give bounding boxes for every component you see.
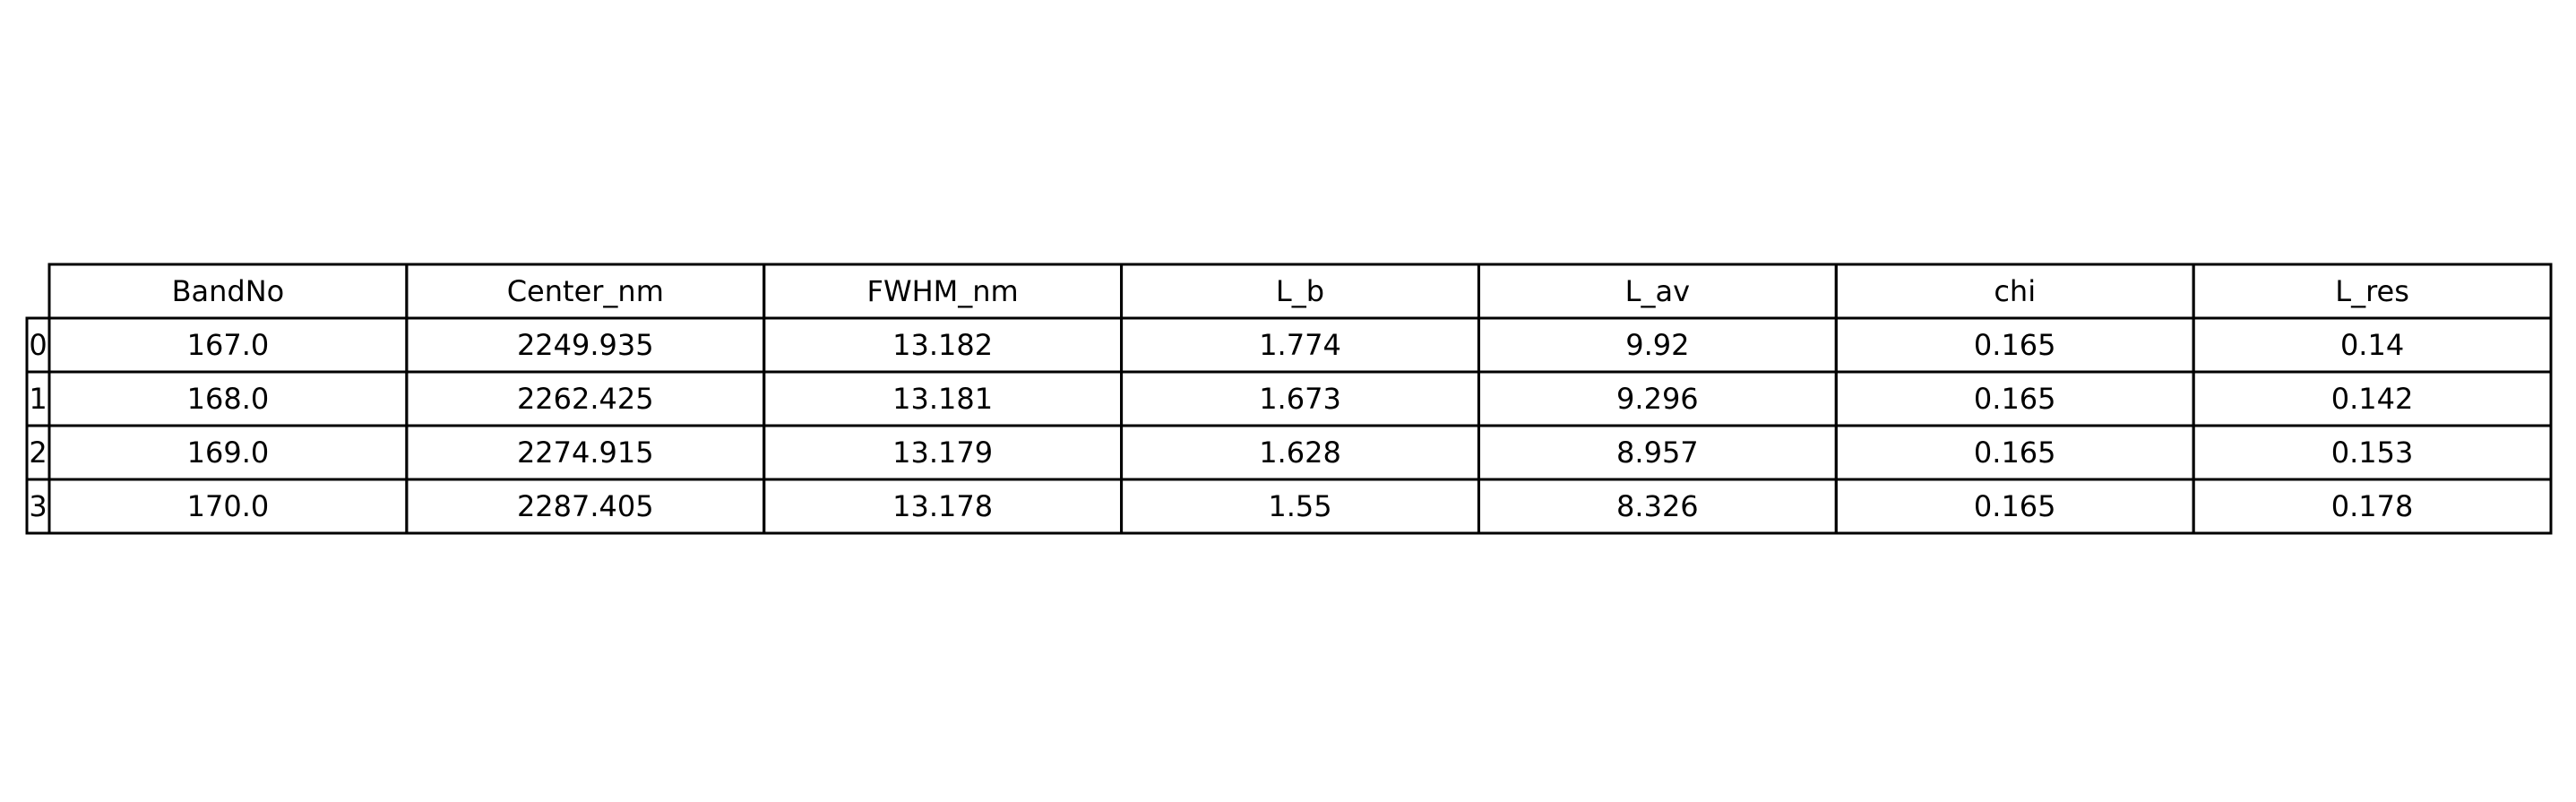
table-cell-value: 168.0 bbox=[187, 382, 270, 416]
column-header: L_b bbox=[1276, 274, 1324, 308]
table-cell-value: 0.153 bbox=[2331, 435, 2414, 470]
row-label: 1 bbox=[29, 382, 47, 416]
column-header: L_av bbox=[1625, 274, 1690, 308]
column-header: L_res bbox=[2335, 274, 2409, 308]
table-cell-value: 13.181 bbox=[892, 382, 993, 416]
table-cell-value: 13.179 bbox=[892, 435, 993, 470]
table-cell-value: 2249.935 bbox=[517, 328, 654, 362]
table-cell-value: 0.165 bbox=[1974, 435, 2056, 470]
table-cell-value: 0.142 bbox=[2331, 382, 2414, 416]
table-cell-value: 0.178 bbox=[2331, 489, 2414, 523]
table-cell-value: 0.165 bbox=[1974, 382, 2056, 416]
table-cell-value: 0.165 bbox=[1974, 328, 2056, 362]
table-cell-value: 8.326 bbox=[1616, 489, 1699, 523]
row-label: 3 bbox=[29, 489, 47, 523]
row-label: 0 bbox=[29, 328, 47, 362]
table-cell-value: 0.165 bbox=[1974, 489, 2056, 523]
column-header: Center_nm bbox=[507, 274, 664, 308]
table-cell-value: 13.182 bbox=[892, 328, 993, 362]
table-cell-value: 2287.405 bbox=[517, 489, 654, 523]
table-cell-value: 9.296 bbox=[1616, 382, 1699, 416]
column-header: chi bbox=[1994, 274, 2036, 308]
column-header: BandNo bbox=[172, 274, 285, 308]
table-cell-value: 2274.915 bbox=[517, 435, 654, 470]
table-cell-value: 1.55 bbox=[1268, 489, 1331, 523]
row-label: 2 bbox=[29, 435, 47, 470]
table-cell-value: 0.14 bbox=[2340, 328, 2404, 362]
table-cell-value: 13.178 bbox=[892, 489, 993, 523]
table-cell-value: 1.774 bbox=[1259, 328, 1341, 362]
column-header: FWHM_nm bbox=[867, 274, 1019, 308]
table-cell-value: 1.628 bbox=[1259, 435, 1341, 470]
table-cell-value: 170.0 bbox=[187, 489, 270, 523]
table-cell-value: 2262.425 bbox=[517, 382, 654, 416]
table-cell bbox=[2192, 478, 2553, 535]
table-cell-value: 169.0 bbox=[187, 435, 270, 470]
table-cell-value: 8.957 bbox=[1616, 435, 1699, 470]
table-cell-value: 1.673 bbox=[1259, 382, 1341, 416]
table-cell-value: 9.92 bbox=[1625, 328, 1689, 362]
table-cell-value: 167.0 bbox=[187, 328, 270, 362]
